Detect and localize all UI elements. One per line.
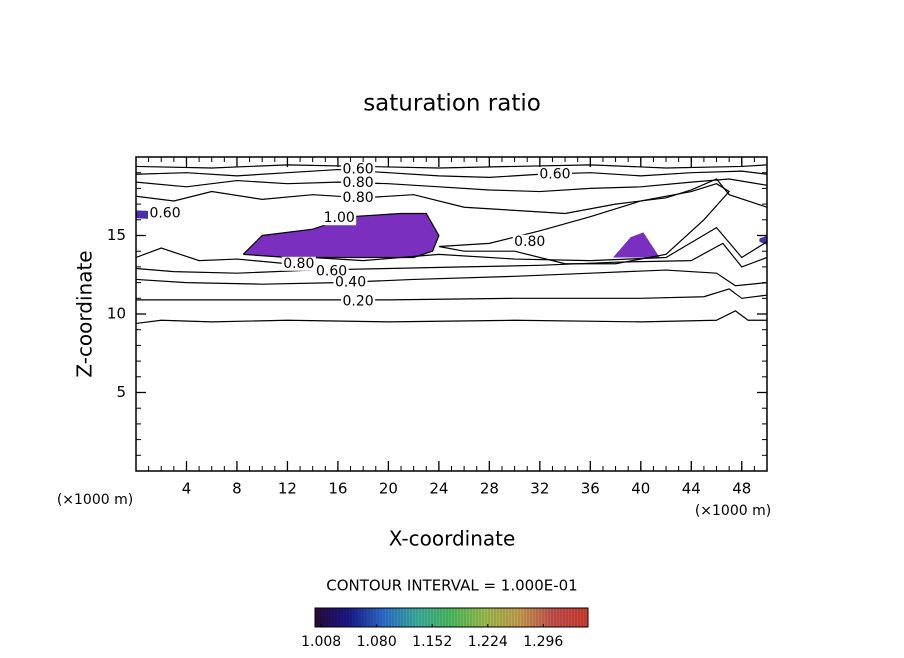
contour-label: 0.80	[343, 175, 374, 191]
plot-area: 0.600.800.801.000.600.800.600.80 0.600.40…	[136, 162, 767, 325]
label-background	[333, 275, 368, 290]
contour-label: 0.80	[514, 234, 545, 250]
contour-label: 0.40	[335, 275, 366, 291]
contour-line	[136, 288, 767, 301]
label-background	[341, 190, 376, 205]
contour-label: 0.60	[539, 166, 570, 182]
contour-label: 0.80	[283, 256, 314, 272]
x-axis-label: X-coordinate	[389, 527, 516, 551]
x-tick-label: 36	[581, 480, 600, 498]
x-tick-label: 24	[429, 480, 448, 498]
y-axis-label: Z-coordinate	[73, 250, 97, 377]
label-background	[322, 211, 357, 226]
contour-line	[136, 164, 767, 169]
y-unit-label: (×1000 m)	[57, 492, 133, 508]
y-tick-label: 5	[116, 383, 126, 401]
label-background	[341, 175, 376, 190]
label-background	[537, 167, 572, 182]
x-tick-label: 40	[631, 480, 650, 498]
contour-line	[242, 212, 440, 259]
region	[613, 232, 660, 258]
colorbar-tick-label: 1.008	[301, 634, 341, 650]
label-background	[341, 294, 376, 309]
label-background	[281, 256, 316, 271]
colorbar-tick-label: 1.152	[412, 634, 452, 650]
label-background	[341, 162, 376, 177]
contour-interval: CONTOUR INTERVAL = 1.000E-01	[326, 577, 577, 595]
colorbar-tick-label: 1.224	[468, 634, 508, 650]
contour-line	[136, 269, 767, 287]
x-tick-label: 28	[480, 480, 499, 498]
contour-line	[136, 310, 767, 325]
y-tick-label: 15	[107, 226, 126, 244]
contour-label: 0.60	[149, 206, 180, 222]
x-tick-label: 4	[182, 480, 192, 498]
colorbar	[314, 607, 589, 628]
x-tick-label: 20	[379, 480, 398, 498]
contour-line	[438, 183, 731, 265]
label-background	[148, 206, 183, 221]
colorbar-tick-label: 1.296	[523, 634, 563, 650]
x-tick-label: 44	[682, 480, 701, 498]
contour-line	[136, 242, 767, 274]
x-tick-label: 16	[328, 480, 347, 498]
contour-line	[136, 168, 767, 179]
y-tick-label: 10	[107, 305, 126, 323]
x-tick-label: 32	[530, 480, 549, 498]
label-background	[314, 264, 349, 279]
x-tick-label: 48	[732, 480, 751, 498]
colorbar-tick-label: 1.080	[357, 634, 397, 650]
contour-label: 0.20	[343, 293, 374, 309]
chart-title: saturation ratio	[363, 91, 541, 117]
contour-label: 0.60	[343, 162, 374, 178]
contour-line	[136, 178, 767, 215]
x-tick-label: 12	[278, 480, 297, 498]
contour-label: 0.80	[343, 190, 374, 206]
contour-label: 1.00	[324, 210, 355, 226]
x-unit-label: (×1000 m)	[695, 503, 771, 519]
x-tick-label: 8	[232, 480, 242, 498]
contour-line	[136, 178, 767, 193]
label-background	[512, 234, 547, 249]
region	[243, 213, 439, 258]
